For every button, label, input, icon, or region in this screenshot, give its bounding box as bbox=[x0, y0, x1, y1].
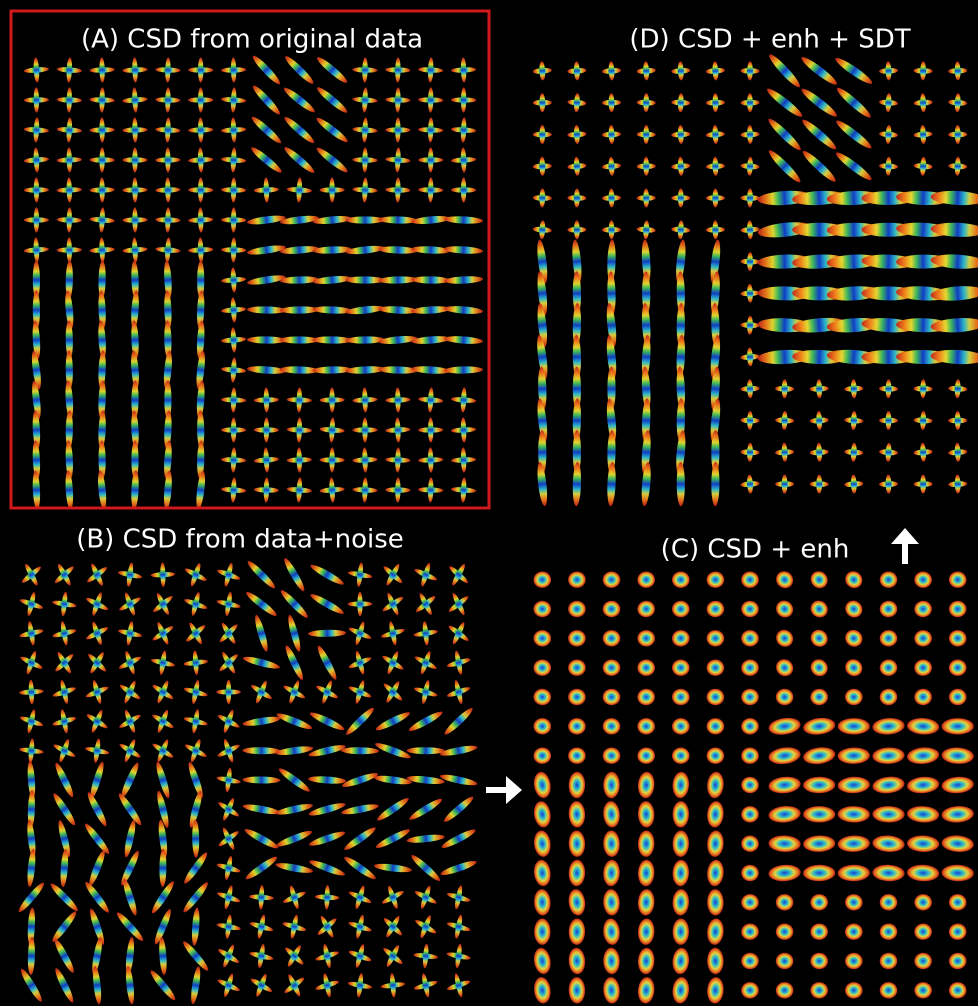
glyph bbox=[461, 177, 466, 202]
panel-title: (A) CSD from original data bbox=[81, 25, 423, 55]
glyph bbox=[533, 659, 551, 675]
glyph bbox=[603, 747, 621, 763]
glyph bbox=[362, 417, 367, 442]
glyph bbox=[713, 189, 719, 208]
glyph bbox=[672, 747, 690, 764]
glyph bbox=[568, 747, 586, 763]
panel-title: (B) CSD from data+noise bbox=[76, 525, 404, 555]
panel-title: (C) CSD + enh bbox=[661, 535, 850, 565]
glyph bbox=[942, 718, 974, 734]
glyph bbox=[609, 220, 615, 239]
glyph bbox=[637, 718, 655, 735]
glyph bbox=[226, 680, 231, 705]
glyph bbox=[707, 571, 725, 588]
glyph bbox=[231, 417, 236, 442]
glyph bbox=[678, 189, 684, 208]
glyph bbox=[741, 894, 759, 911]
glyph bbox=[34, 207, 39, 232]
figure: (A) CSD from original data (D) CSD + enh… bbox=[0, 0, 978, 1006]
glyph bbox=[886, 411, 892, 430]
page: (A) CSD from original data (D) CSD + enh… bbox=[0, 0, 978, 1006]
glyph bbox=[534, 918, 550, 944]
glyph bbox=[568, 718, 586, 735]
glyph bbox=[428, 147, 433, 172]
glyph bbox=[920, 475, 926, 494]
glyph bbox=[539, 125, 545, 144]
glyph bbox=[914, 894, 932, 911]
panel-title: (D) CSD + enh + SDT bbox=[629, 25, 910, 55]
glyph bbox=[672, 718, 690, 735]
glyph bbox=[880, 571, 898, 588]
glyph bbox=[603, 659, 621, 675]
glyph bbox=[672, 572, 690, 588]
glyph bbox=[132, 147, 137, 172]
glyph bbox=[803, 806, 835, 822]
glyph bbox=[838, 718, 870, 734]
